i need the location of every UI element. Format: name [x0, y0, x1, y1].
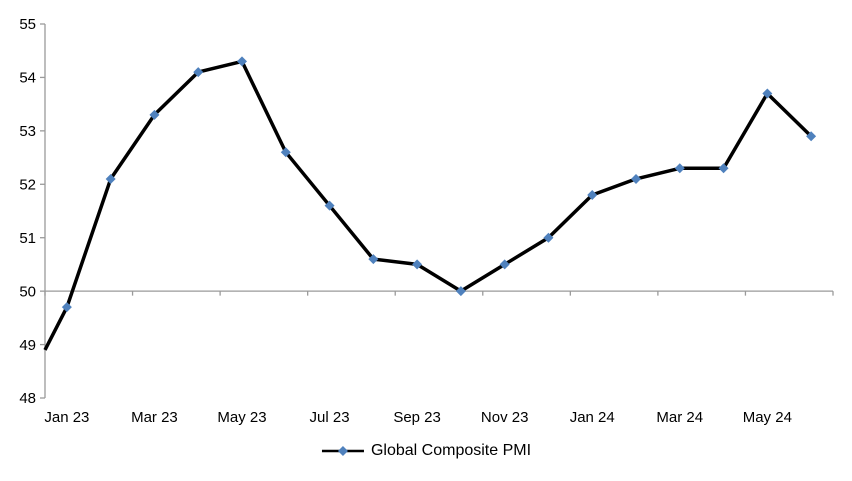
data-point-marker [193, 67, 204, 78]
data-point-marker [368, 254, 379, 265]
data-point-marker [280, 147, 291, 158]
value-axis-label: 54 [19, 70, 36, 87]
legend-series-label: Global Composite PMI [370, 442, 532, 459]
data-point-marker [718, 163, 729, 174]
data-point-marker [674, 163, 685, 174]
pmi-series-line [43, 59, 813, 351]
data-point-marker [149, 109, 160, 120]
data-point-marker [806, 131, 817, 142]
data-point-marker [61, 302, 72, 313]
chart-legend: Global Composite PMI [321, 441, 531, 461]
value-axis-label: 52 [19, 176, 36, 193]
data-point-marker [455, 286, 466, 297]
data-point-marker [631, 173, 641, 184]
category-axis-label: Mar 23 [131, 409, 178, 426]
category-axis-label: Jan 23 [44, 409, 89, 426]
category-axis-label: Nov 23 [481, 409, 529, 426]
data-point-marker [762, 88, 773, 99]
category-axis-label: May 23 [217, 409, 266, 426]
category-axis-label: Jul 23 [310, 409, 350, 426]
data-point-marker [324, 200, 335, 211]
value-axis-label: 50 [19, 283, 36, 300]
data-point-marker [237, 56, 247, 67]
value-axis-label: 55 [19, 16, 36, 33]
data-point-marker [543, 232, 554, 243]
value-axis-label: 49 [19, 337, 36, 354]
data-point-marker [499, 259, 510, 270]
category-axis-label: May 24 [743, 409, 792, 426]
category-axis-label: Jan 24 [570, 409, 615, 426]
data-point-marker [587, 189, 598, 200]
data-point-marker [412, 259, 423, 270]
category-axis-label: Mar 24 [656, 409, 703, 426]
data-point-marker [105, 173, 116, 184]
legend-line-marker-icon [321, 446, 364, 456]
value-axis-label: 53 [19, 123, 36, 140]
category-axis-label: Sep 23 [393, 409, 441, 426]
value-axis-label: 48 [19, 390, 36, 407]
value-axis-label: 51 [19, 230, 36, 247]
